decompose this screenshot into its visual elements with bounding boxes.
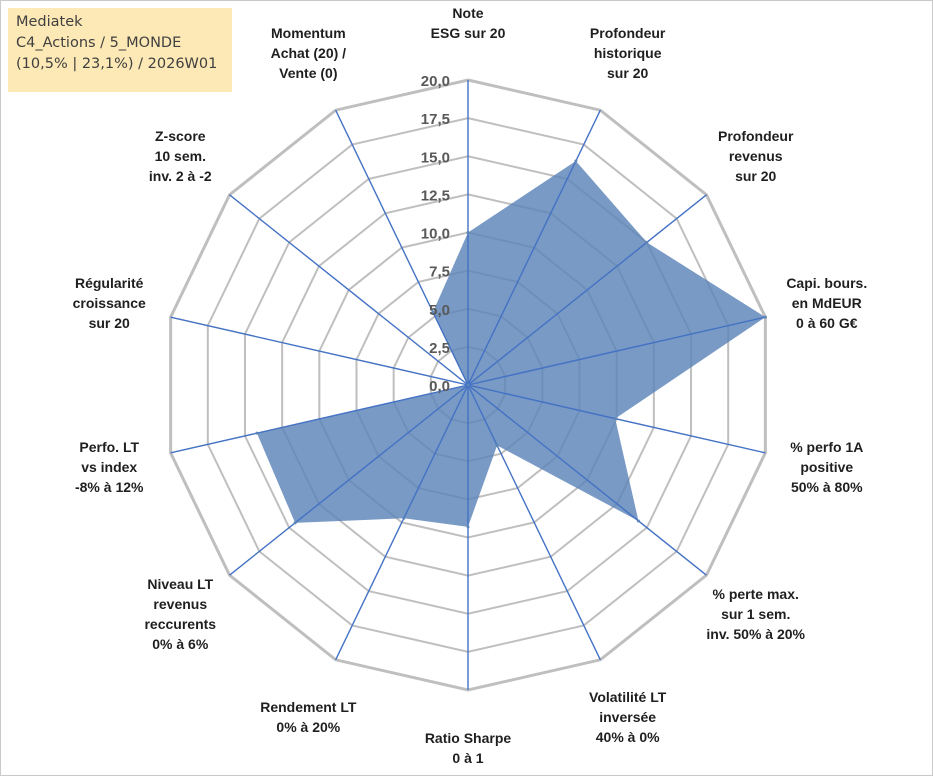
axis-label: Momentum Achat (20) / Vente (0) — [271, 23, 346, 83]
title-line-3: (10,5% | 23,1%) / 2026W01 — [16, 56, 218, 72]
axis-label-line: Momentum — [270, 25, 346, 42]
axis-spoke — [467, 384, 707, 576]
axis-label-line: Volatilité LT — [589, 688, 667, 705]
axis-label: Capi. bours. en MdEUR 0 à 60 G€ — [786, 273, 867, 333]
axis-label-line: Rendement LT — [260, 698, 357, 715]
axis-label: % perfo 1A positive 50% à 80% — [790, 437, 863, 497]
axis-spoke — [467, 194, 707, 386]
axis-label-line: sur 20 — [607, 65, 649, 82]
axis-label-line: Niveau LT — [147, 576, 214, 593]
data-point — [431, 310, 435, 314]
data-point — [466, 525, 470, 529]
axis-label-line: 0% à 20% — [276, 718, 341, 735]
axis-label: Volatilité LT inversée 40% à 0% — [589, 687, 666, 747]
axis-label: Rendement LT 0% à 20% — [260, 697, 356, 737]
axis-label-line: vs index — [81, 458, 138, 475]
axis-label-line: Régularité — [74, 275, 144, 292]
tick-label: 10,0 — [421, 226, 450, 243]
axis-label-line: Z-score — [154, 127, 206, 144]
axis-label: % perte max. sur 1 sem. inv. 50% à 20% — [706, 584, 805, 644]
axis-spoke — [467, 316, 766, 386]
axis-label-line: revenus — [153, 596, 208, 613]
axis-label-line: inv. 50% à 20% — [706, 626, 805, 643]
axis-spoke — [467, 384, 601, 661]
axis-spoke — [335, 384, 469, 661]
tick-label: 5,0 — [429, 302, 450, 319]
series-area — [256, 161, 766, 527]
axis-spoke — [229, 194, 469, 386]
axis-label-line: Note — [452, 5, 484, 21]
axis-label-line: sur 20 — [88, 315, 130, 332]
data-point — [402, 516, 406, 520]
axis-label: Ratio Sharpe 0 à 1 — [425, 728, 511, 768]
axis-spoke — [170, 316, 469, 386]
axis-label: Niveau LT revenus reccurents 0% à 6% — [144, 574, 216, 654]
axis-label-line: Vente (0) — [279, 65, 338, 82]
data-point — [636, 519, 640, 523]
tick-label: 7,5 — [429, 264, 450, 281]
axis-label: Note ESG sur 20 — [431, 3, 506, 43]
tick-label: 17,5 — [421, 111, 450, 128]
data-point — [613, 417, 617, 421]
axis-label-line: inv. 2 à -2 — [148, 167, 212, 184]
axis-label-line: Achat (20) / — [270, 45, 347, 62]
title-box: Mediatek C4_Actions / 5_MONDE (10,5% | 2… — [8, 8, 232, 92]
data-point — [645, 240, 649, 244]
axis-label-line: Profondeur — [589, 25, 666, 42]
axis-label-line: en MdEUR — [791, 295, 862, 312]
axis-label-line: sur 20 — [735, 167, 777, 184]
axis-label-line: historique — [593, 45, 662, 62]
axis-label: Profondeur historique sur 20 — [590, 23, 665, 83]
data-point — [255, 431, 259, 435]
axis-label: Z-score 10 sem. inv. 2 à -2 — [149, 126, 212, 186]
axis-label-line: Profondeur — [717, 127, 794, 144]
axis-label-line: Ratio Sharpe — [424, 730, 512, 746]
tick-label: 12,5 — [421, 187, 450, 204]
title-line-2: C4_Actions / 5_MONDE — [16, 35, 182, 51]
axis-label-line: 0 à 60 G€ — [796, 315, 858, 332]
axis-label-line: croissance — [72, 295, 146, 312]
axis-spoke — [335, 109, 469, 386]
axis-label-line: 50% à 80% — [790, 478, 863, 495]
axis-label-line: Perfo. LT — [79, 438, 140, 455]
axis-label-line: 10 sem. — [154, 147, 206, 164]
axis-label-line: -8% à 12% — [74, 478, 144, 495]
axis-label-line: % perte max. — [712, 586, 799, 603]
axis-spoke — [229, 384, 469, 576]
tick-label: 0,0 — [429, 378, 450, 395]
axis-label-line: ESG sur 20 — [430, 25, 506, 41]
data-point — [293, 521, 297, 525]
axis-label-line: sur 1 sem. — [721, 606, 791, 623]
data-point — [763, 315, 767, 319]
axis-spoke — [170, 384, 469, 454]
axis-label-line: 40% à 0% — [595, 728, 660, 745]
tick-label: 2,5 — [429, 340, 450, 357]
axis-label-line: 0% à 6% — [152, 636, 209, 653]
axis-label-line: 0 à 1 — [452, 750, 484, 766]
data-point — [466, 383, 470, 387]
title-line-1: Mediatek — [16, 14, 83, 30]
data-point — [466, 231, 470, 234]
axis-label: Profondeur revenus sur 20 — [718, 126, 793, 186]
axis-label-line: positive — [800, 458, 854, 475]
axis-label-line: reccurents — [144, 616, 217, 633]
axis-label: Régularité croissance sur 20 — [73, 273, 146, 333]
data-point — [495, 443, 499, 447]
data-point — [574, 159, 578, 163]
axis-label-line: % perfo 1A — [790, 438, 864, 455]
axis-label-line: Capi. bours. — [786, 275, 868, 292]
axis-label: Perfo. LT vs index -8% à 12% — [75, 437, 143, 497]
tick-label: 20,0 — [421, 73, 450, 90]
tick-label: 15,0 — [421, 149, 450, 166]
axis-label-line: revenus — [728, 147, 783, 164]
axis-spoke — [467, 109, 601, 386]
axis-spoke — [467, 384, 766, 454]
axis-label-line: inversée — [599, 708, 657, 725]
